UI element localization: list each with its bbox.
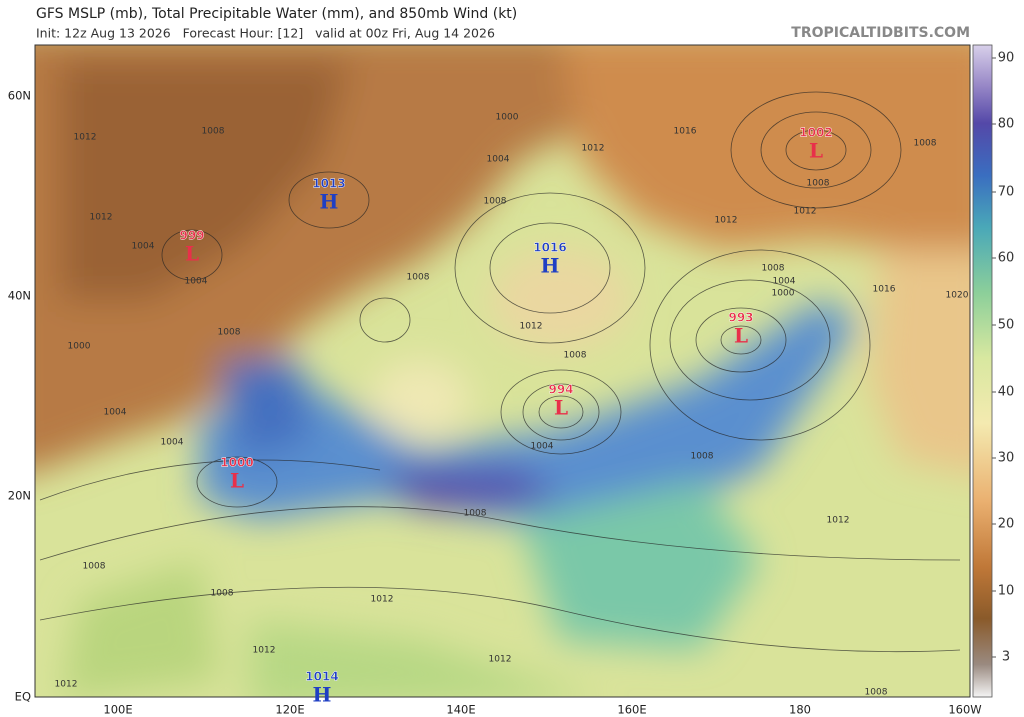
isobar-label: 1000 bbox=[68, 342, 91, 352]
isobar-label: 1016 bbox=[873, 285, 896, 295]
center-letter: L bbox=[554, 396, 568, 420]
center-letter: L bbox=[809, 139, 823, 163]
map-field bbox=[35, 45, 970, 697]
longitude-label: 160W bbox=[948, 703, 981, 717]
center-letter: H bbox=[313, 683, 332, 707]
longitude-label: 100E bbox=[103, 703, 132, 717]
source: TROPICALTIDBITS.COM bbox=[791, 25, 970, 41]
latitude-label: 20N bbox=[8, 489, 31, 503]
subtitle: Init: 12z Aug 13 2026 Forecast Hour: [12… bbox=[36, 26, 495, 41]
isobar-label: 1008 bbox=[83, 562, 106, 572]
latitude-label: 60N bbox=[8, 89, 31, 103]
isobar-label: 1012 bbox=[520, 322, 543, 332]
colorbar-label: 80 bbox=[998, 117, 1015, 132]
isobar-label: 1012 bbox=[55, 680, 78, 690]
center-value: 1002 bbox=[799, 126, 832, 140]
isobar-label: 1008 bbox=[407, 273, 430, 283]
center-letter: H bbox=[541, 254, 560, 278]
colorbar-label: 70 bbox=[998, 185, 1015, 200]
isobar-label: 1008 bbox=[218, 328, 241, 338]
center-value: 1016 bbox=[533, 241, 566, 255]
isobar-label: 1012 bbox=[715, 216, 738, 226]
colorbar-label: 90 bbox=[998, 51, 1015, 66]
isobar-label: 1004 bbox=[132, 242, 155, 252]
latitude-label: 40N bbox=[8, 289, 31, 303]
isobar-label: 1000 bbox=[772, 289, 795, 299]
center-letter: L bbox=[185, 242, 199, 266]
isobar-label: 1012 bbox=[827, 516, 850, 526]
isobar-label: 1008 bbox=[807, 179, 830, 189]
center-value: 1000 bbox=[220, 456, 253, 470]
latitude-label: EQ bbox=[15, 690, 31, 704]
isobar-label: 1012 bbox=[90, 213, 113, 223]
colorbar-label: 50 bbox=[998, 318, 1015, 333]
isobar-label: 1008 bbox=[914, 139, 937, 149]
isobar-label: 1004 bbox=[104, 408, 127, 418]
center-value: 993 bbox=[728, 311, 753, 325]
center-value: 1013 bbox=[312, 177, 345, 191]
isobar-label: 1004 bbox=[161, 438, 184, 448]
isobar-label: 1016 bbox=[674, 127, 697, 137]
isobar-label: 1004 bbox=[773, 277, 796, 287]
isobar-label: 1008 bbox=[211, 589, 234, 599]
colorbar-label: 30 bbox=[998, 451, 1015, 466]
center-value: 1014 bbox=[305, 670, 338, 684]
isobar-label: 1004 bbox=[487, 155, 510, 165]
isobar-label: 1012 bbox=[582, 144, 605, 154]
isobar-label: 1008 bbox=[762, 264, 785, 274]
longitude-label: 180 bbox=[789, 703, 811, 717]
isobar-label: 1020 bbox=[946, 291, 969, 301]
colorbar-label: 40 bbox=[998, 385, 1015, 400]
isobar-label: 1000 bbox=[496, 113, 519, 123]
center-letter: H bbox=[320, 190, 339, 214]
isobar-label: 1012 bbox=[74, 133, 97, 143]
colorbar-label: 3 bbox=[1002, 650, 1010, 665]
isobar-label: 1012 bbox=[794, 207, 817, 217]
isobar-label: 1008 bbox=[202, 127, 225, 137]
center-value: 999 bbox=[179, 229, 204, 243]
isobar-label: 1012 bbox=[371, 595, 394, 605]
longitude-label: 120E bbox=[275, 703, 304, 717]
longitude-label: 140E bbox=[446, 703, 475, 717]
isobar-label: 1012 bbox=[489, 655, 512, 665]
isobar-label: 1012 bbox=[253, 646, 276, 656]
isobar-label: 1008 bbox=[865, 688, 888, 698]
isobar-label: 1004 bbox=[531, 442, 554, 452]
colorbar-label: 10 bbox=[998, 584, 1015, 599]
isobar-label: 1008 bbox=[564, 351, 587, 361]
center-value: 994 bbox=[548, 383, 573, 397]
isobar-label: 1008 bbox=[484, 197, 507, 207]
colorbar-label: 60 bbox=[998, 251, 1015, 266]
center-letter: L bbox=[230, 469, 244, 493]
center-letter: L bbox=[734, 324, 748, 348]
title: GFS MSLP (mb), Total Precipitable Water … bbox=[36, 6, 517, 22]
isobar-label: 1004 bbox=[185, 277, 208, 287]
colorbar-label: 20 bbox=[998, 517, 1015, 532]
isobar-label: 1008 bbox=[464, 509, 487, 519]
isobar-label: 1008 bbox=[691, 452, 714, 462]
longitude-label: 160E bbox=[617, 703, 646, 717]
